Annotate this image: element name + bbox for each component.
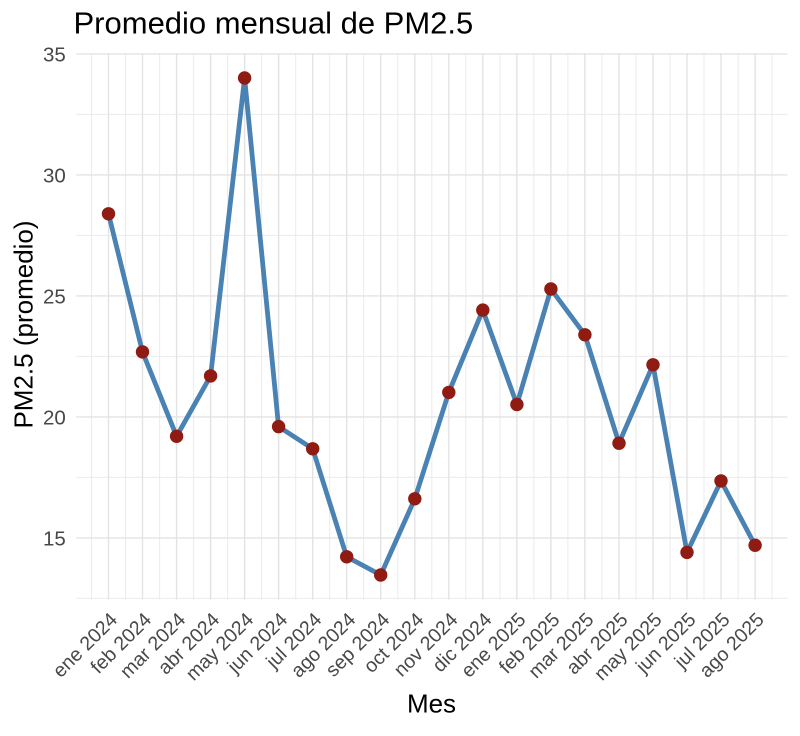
svg-text:25: 25: [43, 285, 66, 308]
svg-text:20: 20: [43, 406, 66, 429]
svg-text:PM2.5 (promedio): PM2.5 (promedio): [9, 220, 39, 428]
svg-text:30: 30: [43, 164, 66, 187]
svg-text:35: 35: [43, 43, 66, 66]
svg-text:Mes: Mes: [407, 689, 456, 719]
svg-text:15: 15: [43, 527, 66, 550]
svg-text:Promedio mensual de PM2.5: Promedio mensual de PM2.5: [74, 6, 474, 41]
